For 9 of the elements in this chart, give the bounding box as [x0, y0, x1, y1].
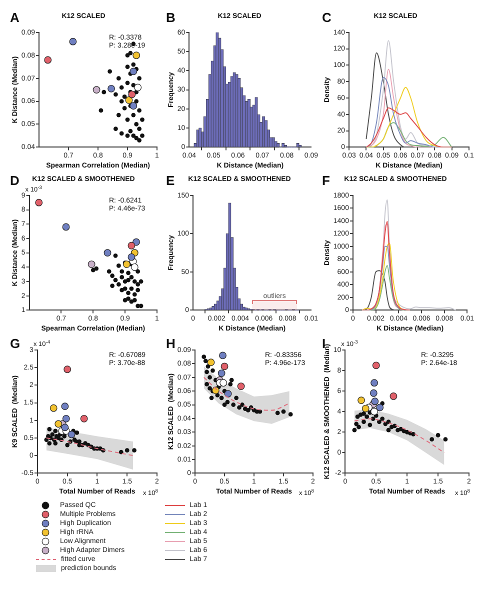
text: G [10, 336, 20, 351]
text: I [322, 336, 326, 351]
text: H [166, 336, 176, 351]
text: A [10, 10, 20, 25]
text: D [10, 173, 20, 188]
text: F [322, 173, 330, 188]
text: E [166, 173, 175, 188]
text: B [166, 10, 176, 25]
text: C [322, 10, 332, 25]
